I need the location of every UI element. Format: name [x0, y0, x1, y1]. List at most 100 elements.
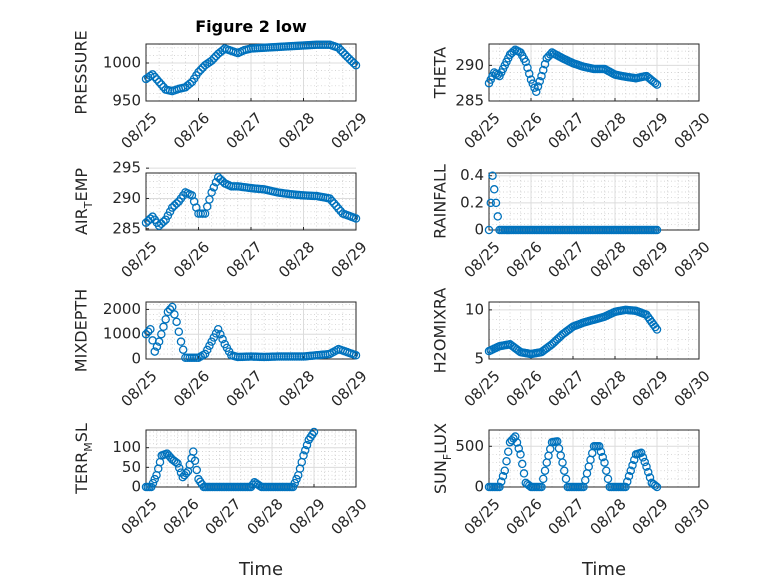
y-axis-label: MIXDEPTH — [72, 289, 91, 372]
y-tick-label: 0.2 — [460, 193, 484, 211]
y-axis-label: RAINFALL — [431, 164, 450, 239]
data-point — [484, 225, 494, 235]
data-point — [560, 466, 569, 475]
data-point — [602, 466, 611, 475]
data-point — [540, 59, 550, 69]
data-point — [535, 77, 545, 86]
data-point — [526, 75, 536, 84]
y-tick-label: 1000 — [103, 325, 141, 343]
data-point — [157, 80, 166, 89]
data-point — [167, 302, 177, 312]
series-markers — [484, 171, 662, 235]
x-tick-label: 08/26 — [170, 367, 213, 410]
data-point — [165, 305, 175, 314]
data-point — [154, 77, 164, 87]
data-point — [302, 440, 312, 450]
data-point — [213, 325, 223, 334]
data-point — [207, 56, 216, 65]
x-tick-label: 08/27 — [544, 109, 587, 152]
data-point — [596, 447, 606, 456]
x-tick-label: 08/28 — [275, 109, 318, 152]
data-point — [342, 52, 352, 62]
data-point — [652, 225, 662, 235]
data-point — [652, 482, 662, 492]
data-point — [351, 61, 361, 70]
data-point — [638, 453, 648, 462]
data-point — [502, 456, 511, 466]
chart-title: Figure 2 low — [195, 17, 307, 36]
y-axis-label: TERRMSL — [72, 423, 95, 495]
data-point — [623, 477, 632, 486]
data-point — [161, 315, 170, 324]
data-point — [211, 329, 221, 338]
data-point — [642, 462, 651, 471]
x-tick-label: 08/27 — [222, 109, 265, 152]
data-point — [150, 347, 159, 356]
data-point — [194, 67, 203, 77]
y-tick-label: 290 — [455, 56, 484, 74]
y-tick-label: 100 — [112, 438, 141, 456]
x-tick-label: 08/25 — [117, 109, 160, 152]
x-tick-label: 08/29 — [628, 367, 671, 410]
data-point — [500, 466, 509, 475]
data-point — [178, 345, 188, 354]
data-point — [600, 458, 609, 467]
data-point — [157, 329, 166, 339]
data-point — [514, 444, 524, 453]
data-point — [205, 341, 214, 351]
data-point — [351, 351, 361, 360]
data-point — [537, 71, 546, 81]
data-point — [190, 456, 200, 466]
y-axis-label: H2OMIXRA — [431, 288, 450, 374]
y-tick-label: 500 — [455, 437, 484, 455]
data-point — [150, 72, 159, 82]
x-tick-label: 08/27 — [222, 367, 265, 410]
data-point — [332, 201, 341, 211]
y-tick-label: 290 — [112, 189, 141, 207]
data-point — [533, 82, 543, 91]
data-point — [334, 204, 343, 213]
data-point — [327, 196, 337, 206]
y-tick-label: 2000 — [103, 300, 141, 318]
series-markers — [141, 172, 361, 231]
data-point — [299, 451, 308, 460]
x-tick-label: 08/26 — [502, 238, 545, 281]
data-point — [652, 325, 662, 334]
data-point — [207, 337, 216, 346]
data-point — [150, 474, 159, 484]
data-point — [170, 310, 179, 319]
data-point — [521, 57, 531, 67]
data-point — [516, 450, 525, 459]
data-point — [159, 322, 168, 332]
data-point — [512, 438, 522, 447]
y-tick-label: 950 — [112, 92, 141, 110]
data-point — [209, 333, 219, 342]
y-tick-label: 0 — [131, 350, 141, 368]
y-tick-label: 285 — [455, 92, 484, 110]
data-point — [486, 198, 495, 208]
data-point — [188, 447, 198, 456]
y-axis-label: THETA — [431, 47, 450, 99]
data-point — [207, 188, 216, 197]
data-point — [626, 466, 636, 475]
data-point — [539, 65, 548, 75]
data-point — [288, 482, 298, 492]
data-point — [309, 427, 319, 437]
subplot-air-temp: 08/25 08/26 08/27 08/28 08/29 285 290 295 AIRTEM… — [72, 159, 371, 282]
data-point — [148, 478, 158, 488]
data-point — [161, 215, 170, 224]
data-point — [334, 43, 343, 53]
data-point — [174, 463, 184, 473]
x-tick-label: 08/25 — [117, 495, 160, 538]
series-markers — [141, 40, 361, 96]
subplot-pressure: 08/25 08/26 08/27 08/28 08/29 950 1000 PRESSURE… — [72, 17, 371, 152]
data-point — [496, 477, 506, 486]
x-axis-label: Time — [581, 559, 626, 580]
x-tick-label: 08/25 — [460, 109, 503, 152]
data-point — [488, 171, 497, 180]
y-axis-label: AIRTEMP — [72, 168, 95, 235]
data-point — [561, 474, 571, 484]
data-point — [621, 482, 630, 492]
